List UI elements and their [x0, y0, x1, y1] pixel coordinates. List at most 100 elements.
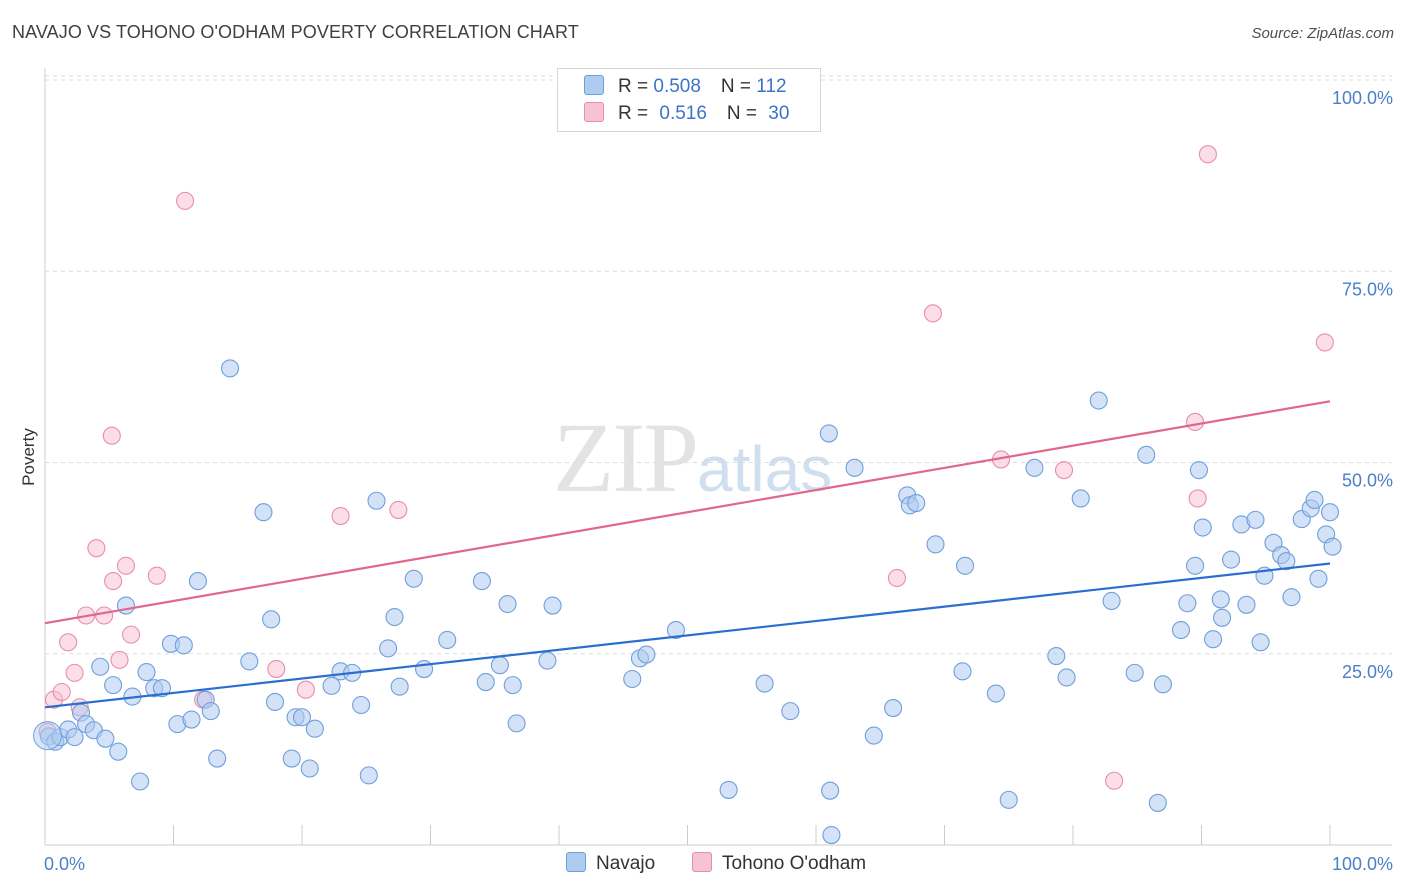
navajo-point [174, 636, 193, 655]
navajo-point [182, 710, 201, 729]
navajo-points [33, 359, 1342, 845]
navajo-point [1277, 552, 1296, 571]
bottom-navajo-label: Navajo [596, 853, 656, 874]
bottom-tohono-label: Tohono O'odham [722, 853, 867, 874]
tohono-r-label: R = [618, 103, 654, 124]
navajo-point [507, 714, 526, 733]
watermark-atlas: atlas [697, 433, 833, 505]
navajo-point [390, 677, 409, 696]
tohono-r-value: 0.516 [659, 103, 707, 124]
navajo-point [1320, 503, 1340, 522]
tohono-point [1054, 461, 1074, 480]
navajo-n-value: 112 [756, 76, 787, 97]
watermark: ZIPatlas [553, 400, 832, 515]
tohono-point [110, 650, 129, 669]
navajo-point [543, 596, 562, 615]
navajo-point [65, 728, 84, 747]
navajo-point [220, 359, 240, 378]
navajo-point [292, 708, 312, 727]
navajo-point [282, 749, 301, 768]
navajo-point [1213, 608, 1232, 627]
navajo-point [131, 772, 150, 791]
navajo-point [188, 572, 207, 591]
tohono-point [923, 304, 942, 323]
tohono-points [38, 145, 1334, 790]
navajo-point [1071, 489, 1090, 508]
navajo-point [845, 458, 864, 477]
tohono-trend-line [44, 400, 1331, 625]
navajo-point [498, 594, 517, 614]
navajo-point [956, 556, 975, 575]
navajo-point [1089, 391, 1108, 410]
tohono-n-label: N = [726, 103, 763, 124]
navajo-point [864, 726, 883, 745]
navajo-point [300, 759, 319, 778]
bottom-legend-tohono: Tohono O'odham [692, 852, 866, 875]
navajo-point [240, 652, 259, 671]
watermark-zip: ZIP [553, 402, 699, 513]
axes [44, 68, 1392, 846]
navajo-point [96, 729, 115, 748]
navajo-point [953, 662, 972, 681]
tohono-point [65, 663, 84, 682]
navajo-point [907, 493, 926, 513]
tohono-point [52, 682, 71, 702]
navajo-point [322, 676, 341, 695]
navajo-point [538, 651, 557, 670]
legend-row-tohono: R = 0.516 N = 30 [584, 102, 789, 126]
navajo-point [821, 781, 840, 800]
navajo-point [305, 719, 324, 738]
tohono-point [1198, 145, 1217, 164]
tohono-point [331, 506, 350, 526]
navajo-point [1148, 793, 1167, 812]
navajo-point [623, 669, 642, 689]
bottom-navajo-swatch [566, 852, 586, 872]
tohono-point [1186, 412, 1205, 432]
tohono-point [102, 426, 121, 445]
navajo-point [1222, 550, 1241, 569]
navajo-point [1171, 620, 1190, 640]
navajo-point [1237, 595, 1256, 614]
navajo-point [262, 610, 281, 629]
bottom-tohono-swatch [692, 852, 712, 872]
navajo-point [1125, 663, 1144, 682]
navajo-point [359, 766, 378, 785]
tohono-point [87, 539, 106, 558]
navajo-point [152, 679, 171, 698]
navajo-point [109, 742, 128, 761]
navajo-point [755, 674, 774, 693]
navajo-point [1137, 445, 1156, 464]
navajo-r-label: R = [618, 76, 654, 97]
navajo-point [137, 663, 156, 682]
navajo-point [1323, 537, 1342, 556]
bottom-legend-navajo: Navajo [566, 852, 655, 875]
tohono-point [267, 659, 286, 679]
source-credit: Source: ZipAtlas.com [1251, 25, 1394, 42]
navajo-point [666, 620, 685, 640]
navajo-point [1211, 590, 1230, 609]
y-tick-label-25: 25.0% [1342, 662, 1393, 682]
navajo-point [352, 695, 371, 715]
navajo-point [104, 676, 123, 695]
navajo-point [1178, 594, 1197, 613]
legend-row-navajo: R = 0.508 N = 112 [584, 75, 787, 99]
tohono-point [122, 625, 141, 644]
navajo-point [254, 503, 273, 522]
navajo-point [719, 780, 738, 799]
tohono-point [147, 566, 166, 585]
y-tick-label-100: 100.0% [1332, 88, 1393, 108]
navajo-n-label: N = [720, 76, 757, 97]
trend-lines [44, 400, 1331, 709]
navajo-point [1251, 633, 1270, 652]
navajo-point [415, 659, 434, 679]
navajo-point [1102, 591, 1121, 611]
tohono-point [887, 568, 907, 588]
navajo-point [476, 673, 495, 692]
navajo-point [1246, 510, 1265, 529]
navajo-point [503, 676, 522, 695]
navajo-point [999, 790, 1018, 809]
navajo-point [1193, 518, 1212, 537]
tohono-point [1105, 771, 1124, 790]
y-axis-label: Poverty [19, 428, 38, 486]
